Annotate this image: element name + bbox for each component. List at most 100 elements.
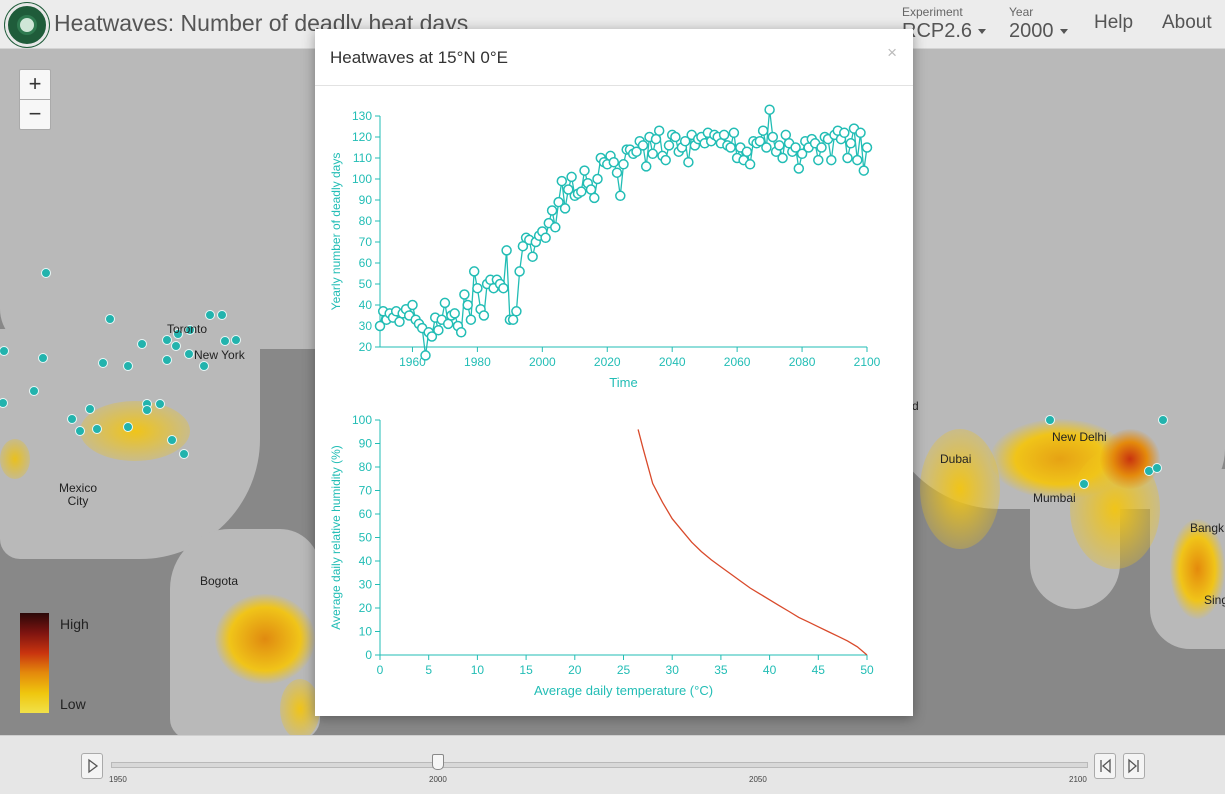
station-dot[interactable] xyxy=(171,341,181,351)
station-dot[interactable] xyxy=(142,405,152,415)
city-label: Mumbai xyxy=(1033,491,1076,505)
data-point xyxy=(683,156,694,168)
data-point xyxy=(498,282,509,294)
y-tick-label: 10 xyxy=(359,625,373,639)
station-dot[interactable] xyxy=(162,335,172,345)
station-dot[interactable] xyxy=(1045,415,1055,425)
station-dot[interactable] xyxy=(231,335,241,345)
time-slider-track[interactable] xyxy=(111,762,1088,768)
data-point xyxy=(663,140,675,151)
x-tick-label: 2080 xyxy=(789,355,816,369)
play-button[interactable] xyxy=(81,753,103,779)
data-point xyxy=(576,186,587,197)
station-dot[interactable] xyxy=(0,346,9,356)
station-dot[interactable] xyxy=(75,426,85,436)
data-point xyxy=(858,165,870,176)
station-dot[interactable] xyxy=(155,399,165,409)
modal-header: Heatwaves at 15°N 0°E × xyxy=(315,29,913,86)
caret-down-icon xyxy=(978,29,987,35)
data-point xyxy=(852,154,863,166)
x-tick-label: 35 xyxy=(714,663,728,677)
zoom-out-button[interactable]: − xyxy=(20,99,50,129)
data-point xyxy=(556,175,568,187)
y-axis-label: Yearly number of deadly days xyxy=(329,153,343,311)
data-point xyxy=(744,159,756,170)
station-dot[interactable] xyxy=(29,386,39,396)
station-dot[interactable] xyxy=(123,361,133,371)
data-point xyxy=(592,173,603,185)
station-dot[interactable] xyxy=(199,361,209,371)
station-dot[interactable] xyxy=(184,349,194,359)
city-label: Mexico City xyxy=(58,481,97,508)
step-forward-button[interactable] xyxy=(1123,753,1145,779)
station-dot[interactable] xyxy=(1079,479,1089,489)
experiment-value: RCP2.6 xyxy=(902,20,973,42)
station-dot[interactable] xyxy=(173,329,183,339)
legend-low-label: Low xyxy=(60,696,86,712)
data-point xyxy=(640,161,652,172)
station-dot[interactable] xyxy=(185,325,195,335)
data-point xyxy=(725,142,736,153)
station-dot[interactable] xyxy=(205,310,215,320)
data-point xyxy=(449,308,460,319)
y-tick-label: 70 xyxy=(359,484,373,498)
x-tick-label: 20 xyxy=(568,663,582,677)
station-dot[interactable] xyxy=(0,398,8,408)
about-link[interactable]: About xyxy=(1162,12,1212,33)
data-point xyxy=(777,152,788,164)
close-icon[interactable]: × xyxy=(887,43,897,62)
time-slider-thumb[interactable] xyxy=(432,754,444,770)
zoom-in-button[interactable]: + xyxy=(28,71,42,96)
data-point xyxy=(826,154,837,166)
x-tick-label: 0 xyxy=(377,663,384,677)
step-back-button[interactable] xyxy=(1094,753,1116,779)
y-tick-label: 80 xyxy=(359,214,373,228)
station-dot[interactable] xyxy=(67,414,77,424)
x-tick-label: 1960 xyxy=(399,355,426,369)
x-tick-label: 2000 xyxy=(529,355,556,369)
modal-title: Heatwaves at 15°N 0°E xyxy=(330,48,509,67)
data-point xyxy=(426,331,438,342)
station-dot[interactable] xyxy=(179,449,189,459)
help-link[interactable]: Help xyxy=(1094,12,1134,33)
y-tick-label: 50 xyxy=(359,531,373,545)
city-label: Sing xyxy=(1204,593,1225,607)
legend-high-label: High xyxy=(60,616,89,632)
data-point xyxy=(550,222,561,233)
location-modal: Heatwaves at 15°N 0°E × 20 30 40 50 60 70 80 90… xyxy=(315,29,913,716)
station-dot[interactable] xyxy=(1152,463,1162,473)
data-point xyxy=(816,142,827,153)
data-point xyxy=(793,163,805,174)
station-dot[interactable] xyxy=(105,314,115,324)
station-dot[interactable] xyxy=(1158,415,1168,425)
station-dot[interactable] xyxy=(123,422,133,432)
data-point xyxy=(813,154,824,166)
station-dot[interactable] xyxy=(137,339,147,349)
experiment-select[interactable]: Experiment RCP2.6 xyxy=(902,5,987,43)
station-dot[interactable] xyxy=(220,336,230,346)
station-dot[interactable] xyxy=(38,353,48,363)
year-select[interactable]: Year 2000 xyxy=(1009,5,1068,43)
city-label: d xyxy=(912,399,919,413)
data-point xyxy=(478,310,490,321)
station-dot[interactable] xyxy=(217,310,227,320)
data-point xyxy=(585,184,597,195)
station-dot[interactable] xyxy=(167,435,177,445)
year-value: 2000 xyxy=(1009,20,1054,42)
x-tick-label: 50 xyxy=(860,663,874,677)
station-dot[interactable] xyxy=(85,404,95,414)
data-point xyxy=(780,129,792,141)
data-point xyxy=(774,140,785,151)
heat-area xyxy=(215,594,315,684)
data-point xyxy=(631,146,642,157)
station-dot[interactable] xyxy=(98,358,108,368)
data-point xyxy=(472,282,483,294)
data-point xyxy=(468,266,480,277)
station-dot[interactable] xyxy=(41,268,51,278)
station-dot[interactable] xyxy=(162,355,172,365)
station-dot[interactable] xyxy=(92,424,102,434)
data-point xyxy=(433,324,444,336)
data-point xyxy=(527,251,538,262)
y-tick-label: 30 xyxy=(359,578,373,592)
data-point xyxy=(650,133,662,145)
